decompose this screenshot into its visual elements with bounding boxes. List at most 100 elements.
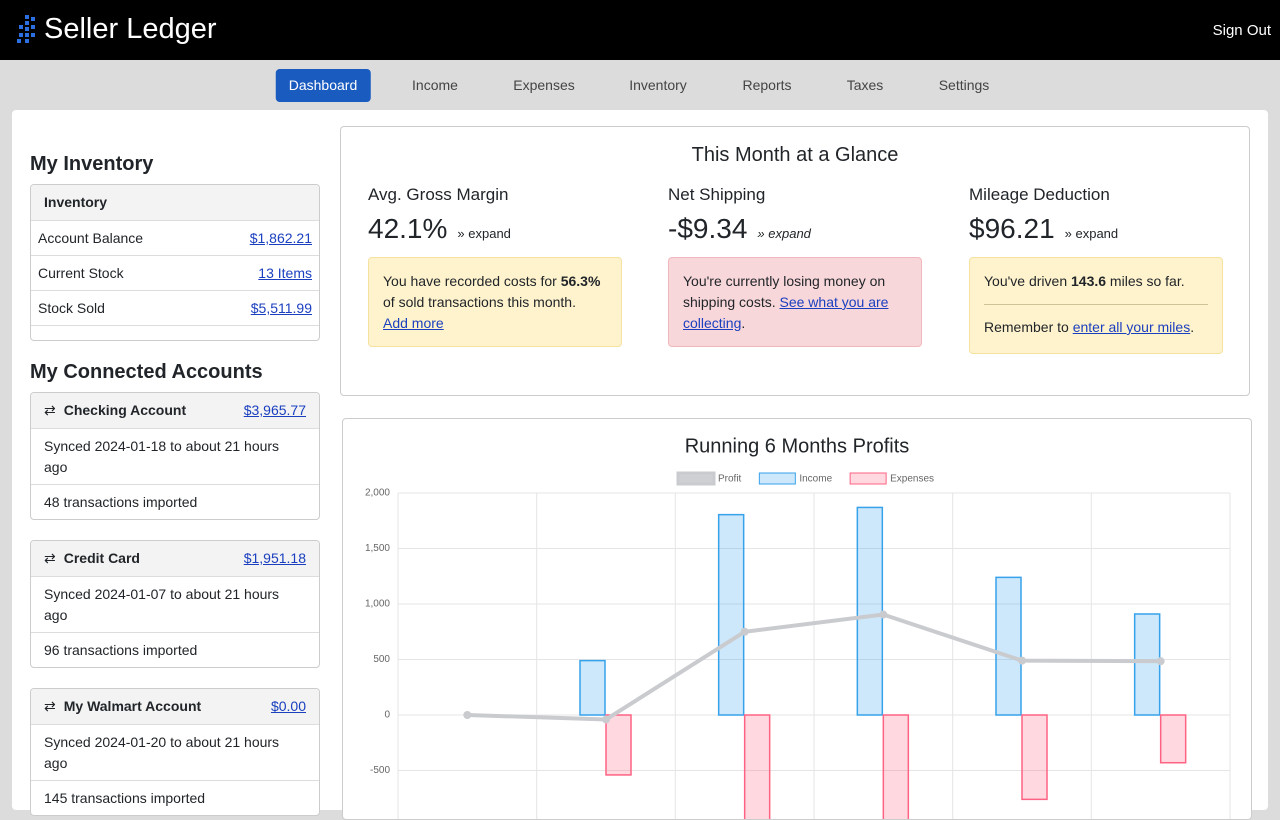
expand-text[interactable]: expand bbox=[1075, 226, 1119, 241]
bar bbox=[605, 714, 632, 776]
link[interactable]: Add more bbox=[383, 315, 444, 331]
nav-tab[interactable]: Expenses bbox=[513, 77, 575, 93]
nav-tab[interactable]: Income bbox=[412, 77, 458, 93]
table-row: Account Balance $1,862.21 bbox=[31, 220, 319, 255]
bar bbox=[882, 714, 910, 819]
point bbox=[1156, 657, 1165, 666]
metric-label: Avg. Gross Margin bbox=[368, 185, 509, 204]
metric-value: 42.1% » expand bbox=[368, 213, 622, 245]
account-header: ⇄ My Walmart Account $0.00 bbox=[31, 689, 319, 724]
link[interactable]: enter all your miles bbox=[1072, 319, 1191, 335]
line bbox=[467, 612, 1161, 722]
value: -$9.34 bbox=[668, 213, 748, 244]
logo[interactable]: Seller Ledger bbox=[44, 13, 217, 45]
account-header: ⇄ Credit Card $1,951.18 bbox=[31, 541, 319, 576]
transactions: 48 transactions imported bbox=[31, 484, 319, 519]
point bbox=[602, 715, 610, 724]
nav-tab[interactable]: Dashboard bbox=[275, 69, 371, 102]
section-title: My Inventory bbox=[30, 153, 154, 175]
legend-swatch bbox=[758, 472, 796, 485]
table-row: Stock Sold $5,511.99 bbox=[31, 290, 319, 325]
point bbox=[463, 711, 472, 719]
row-value[interactable]: $5,511.99 bbox=[250, 300, 312, 316]
chart-title: Running 6 Months Profits bbox=[685, 435, 910, 457]
nav-tab[interactable]: Reports bbox=[742, 77, 792, 93]
transactions: 96 transactions imported bbox=[31, 632, 319, 667]
alert: You've driven 143.6 miles so far. Remembe… bbox=[969, 257, 1223, 354]
expand[interactable]: » expand bbox=[1064, 226, 1119, 241]
nav-tab[interactable]: Settings bbox=[938, 77, 990, 93]
bold: 143.6 bbox=[1071, 273, 1107, 289]
nav-tab[interactable]: Inventory bbox=[629, 77, 687, 93]
account-name: ⇄ My Walmart Account bbox=[44, 689, 201, 724]
bar bbox=[856, 506, 884, 716]
bar bbox=[995, 576, 1022, 716]
text: . bbox=[1190, 319, 1195, 335]
alert: You're currently losing money on shippin… bbox=[668, 257, 922, 347]
legend-label: Profit bbox=[718, 474, 742, 485]
legend-label: Income bbox=[799, 474, 832, 485]
divider bbox=[984, 304, 1208, 305]
row-label: Stock Sold bbox=[38, 300, 105, 316]
y-tick-label: -500 bbox=[370, 765, 390, 776]
row-value[interactable]: 13 Items bbox=[258, 265, 312, 281]
y-tick-label: 1,500 bbox=[365, 543, 390, 554]
account-card: ⇄ Checking Account $3,965.77 Synced 2024-01… bbox=[30, 392, 320, 520]
bar bbox=[743, 714, 771, 819]
table-row: Current Stock 13 Items bbox=[31, 255, 319, 290]
row-label: Current Stock bbox=[38, 265, 124, 281]
glance-column: Mileage Deduction $96.21 » expand You've … bbox=[969, 185, 1223, 354]
bar bbox=[1159, 714, 1187, 764]
chart: Running 6 Months Profits 2,000 1,500 1,000… bbox=[365, 435, 1231, 819]
row-value[interactable]: $1,862.21 bbox=[249, 230, 312, 246]
bar bbox=[717, 513, 745, 716]
point bbox=[1018, 656, 1026, 665]
expand[interactable]: » expand bbox=[457, 226, 511, 241]
text: You have recorded costs for bbox=[383, 273, 561, 289]
synced: Synced 2024-01-20 to about 21 hours ago bbox=[31, 724, 319, 780]
text: You've driven bbox=[984, 273, 1071, 289]
link[interactable]: See what you are collecting bbox=[683, 294, 889, 331]
glance-column: Avg. Gross Margin 42.1% » expand You have… bbox=[368, 185, 622, 347]
alert: You have recorded costs for 56.3% of sol… bbox=[368, 257, 622, 347]
account-card: ⇄ Credit Card $1,951.18 Synced 2024-01-07 t… bbox=[30, 540, 320, 668]
text: Remember to bbox=[984, 319, 1073, 335]
metric-label: Net Shipping bbox=[668, 185, 766, 204]
metric-label: Mileage Deduction bbox=[969, 185, 1110, 204]
text: of sold transactions this month. bbox=[383, 294, 576, 310]
bar bbox=[579, 659, 606, 716]
account-balance[interactable]: $3,965.77 bbox=[243, 402, 306, 418]
nav-tab[interactable]: Taxes bbox=[846, 77, 884, 93]
account-balance[interactable]: $1,951.18 bbox=[243, 550, 306, 566]
text: miles so far. bbox=[1106, 273, 1185, 289]
account-balance[interactable]: $0.00 bbox=[270, 698, 306, 714]
sync-icon: ⇄ bbox=[44, 550, 56, 566]
point bbox=[879, 610, 888, 619]
synced: Synced 2024-01-18 to about 21 hours ago bbox=[31, 428, 319, 484]
y-tick-label: 500 bbox=[373, 654, 390, 665]
point bbox=[740, 627, 749, 636]
value: $96.21 bbox=[969, 213, 1055, 244]
expand-text[interactable]: expand bbox=[468, 226, 511, 241]
sign-out[interactable]: Sign Out bbox=[1212, 22, 1271, 39]
account-name: ⇄ Credit Card bbox=[44, 541, 140, 576]
text: . bbox=[741, 315, 746, 331]
metric-value: $96.21 » expand bbox=[969, 213, 1223, 245]
expand[interactable]: » expand bbox=[757, 226, 811, 241]
name: Checking Account bbox=[63, 402, 187, 418]
glance-column: Net Shipping -$9.34 » expand You're curre… bbox=[668, 185, 922, 347]
legend-label: Expenses bbox=[890, 474, 934, 485]
y-tick-label: 0 bbox=[384, 710, 390, 721]
card-title: This Month at a Glance bbox=[691, 144, 899, 166]
logo-icon bbox=[17, 15, 35, 43]
sync-icon: ⇄ bbox=[44, 402, 56, 418]
inventory-table: Inventory Account Balance $1,862.21 Curre… bbox=[30, 184, 320, 341]
header: Seller Ledger Sign Out bbox=[0, 0, 1280, 60]
expand-text[interactable]: expand bbox=[768, 226, 811, 241]
name: My Walmart Account bbox=[63, 698, 202, 714]
transactions: 145 transactions imported bbox=[31, 780, 319, 815]
bold: 56.3% bbox=[560, 273, 601, 289]
table-row bbox=[31, 325, 319, 340]
synced: Synced 2024-01-07 to about 21 hours ago bbox=[31, 576, 319, 632]
